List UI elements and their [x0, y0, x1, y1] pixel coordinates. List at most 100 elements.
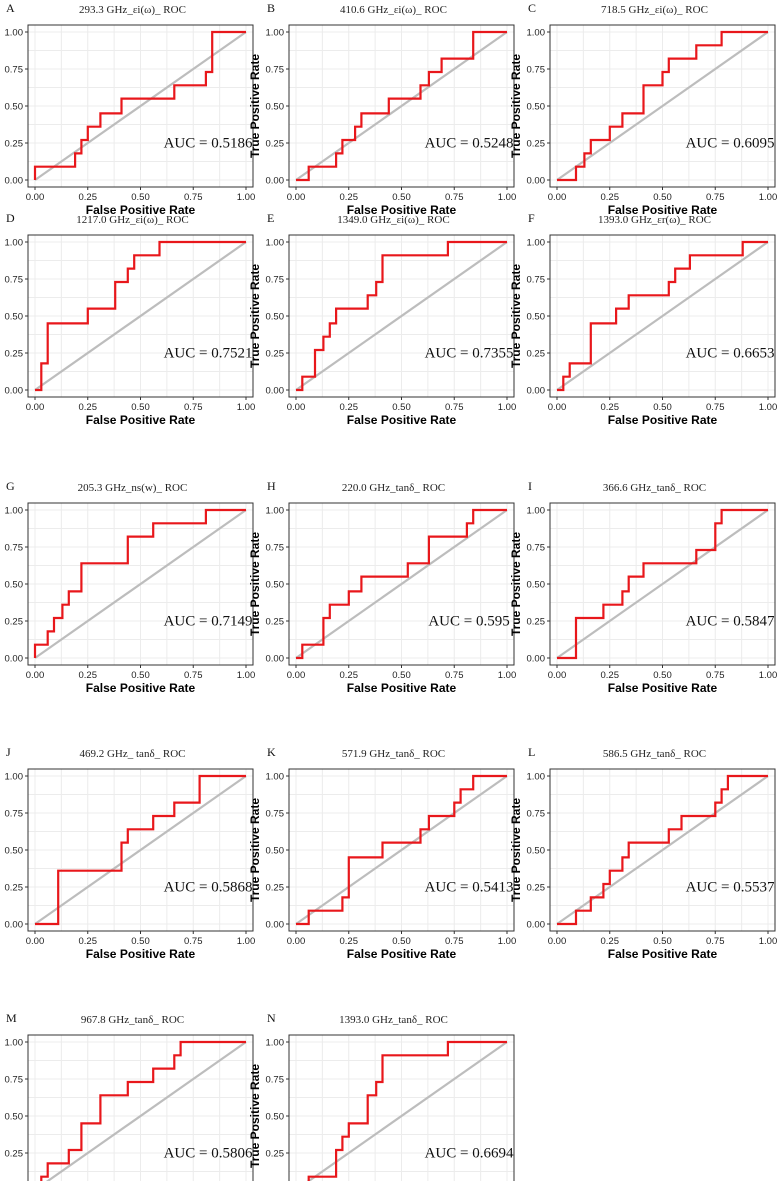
- x-tick-label: 0.50: [392, 402, 411, 413]
- y-tick-label: 0.75: [5, 65, 24, 76]
- x-tick-label: 0.50: [131, 192, 150, 203]
- x-tick-label: 1.00: [237, 670, 256, 681]
- roc-panel-d: D 1217.0 GHz_εi(ω)_ ROC 0.000.00 0.25 0.25 0.…: [0, 211, 255, 427]
- x-tick-label: 0.25: [601, 402, 620, 413]
- y-tick-label: 0.50: [266, 580, 285, 591]
- roc-panel-f: F 1393.0 GHz_εr(ω)_ ROC 0.000.00 0.25 0.25 0.…: [509, 211, 777, 427]
- x-axis-title: False Positive Rate: [86, 413, 196, 427]
- x-tick-label: 0.75: [184, 936, 203, 947]
- y-tick-label: 0.50: [5, 312, 24, 323]
- y-tick-label: 0.25: [266, 883, 285, 894]
- x-tick-label: 1.00: [498, 192, 517, 203]
- x-tick-label: 0.75: [706, 192, 725, 203]
- x-tick-label: 0.75: [445, 402, 464, 413]
- panel-title: 967.8 GHz_tanδ_ ROC: [81, 1014, 184, 1026]
- y-tick-label: 0.25: [266, 617, 285, 628]
- auc-label: AUC = 0.6653: [686, 345, 775, 361]
- y-tick-label: 0.00: [527, 176, 546, 187]
- y-tick-label: 1.00: [5, 772, 24, 783]
- x-tick-label: 0.25: [601, 670, 620, 681]
- x-tick-label: 0.25: [79, 936, 98, 947]
- y-tick-label: 0.25: [5, 139, 24, 150]
- roc-panel-j: J 469.2 GHz_ tanδ_ ROC 0.000.00 0.25 0.25 0.5…: [0, 745, 255, 961]
- x-axis-title: False Positive Rate: [347, 947, 457, 961]
- y-tick-label: 0.75: [5, 809, 24, 820]
- x-tick-label: 1.00: [237, 936, 256, 947]
- y-axis-title: True Positive Rate: [0, 54, 1, 158]
- y-tick-label: 0.75: [266, 543, 285, 554]
- panel-letter: J: [6, 745, 11, 759]
- panel-title: 205.3 GHz_ns(w)_ ROC: [78, 482, 188, 494]
- x-tick-label: 0.25: [601, 192, 620, 203]
- y-tick-label: 0.50: [5, 580, 24, 591]
- x-tick-label: 0.25: [340, 192, 359, 203]
- roc-panel-h: H 220.0 GHz_tanδ_ ROC 0.000.00 0.25 0.25 0.50…: [248, 479, 516, 695]
- diagonal-reference-line: [295, 31, 508, 181]
- y-tick-label: 1.00: [5, 238, 24, 249]
- diagonal-reference-line: [556, 509, 769, 659]
- x-tick-label: 0.25: [79, 670, 98, 681]
- x-tick-label: 1.00: [759, 402, 778, 413]
- x-tick-label: 0.50: [392, 936, 411, 947]
- y-axis-title: True Positive Rate: [0, 1064, 1, 1168]
- y-tick-label: 0.50: [266, 846, 285, 857]
- x-tick-label: 0.75: [445, 192, 464, 203]
- y-tick-label: 0.00: [266, 176, 285, 187]
- y-axis-title: True Positive Rate: [0, 264, 1, 368]
- y-tick-label: 1.00: [266, 28, 285, 39]
- roc-panel-l: L 586.5 GHz_tanδ_ ROC 0.000.00 0.25 0.25 0.50…: [509, 745, 777, 961]
- x-tick-label: 0.00: [548, 936, 567, 947]
- x-axis-title: False Positive Rate: [608, 681, 718, 695]
- y-axis-title: True Positive Rate: [248, 54, 262, 158]
- x-axis-title: False Positive Rate: [347, 681, 457, 695]
- auc-label: AUC = 0.6095: [686, 135, 775, 151]
- y-axis-title: True Positive Rate: [248, 1064, 262, 1168]
- roc-curve: [557, 240, 768, 392]
- x-axis-title: False Positive Rate: [347, 203, 457, 217]
- x-tick-label: 0.00: [26, 402, 45, 413]
- panel-letter: I: [528, 479, 532, 493]
- roc-panel-b: B 410.6 GHz_εi(ω)_ ROC 0.000.00 0.25 0.25 0.5…: [248, 1, 516, 217]
- y-tick-label: 0.00: [266, 386, 285, 397]
- y-tick-label: 1.00: [266, 238, 285, 249]
- diagonal-reference-line: [45, 1041, 247, 1181]
- x-axis-title: False Positive Rate: [347, 413, 457, 427]
- y-tick-label: 1.00: [266, 506, 285, 517]
- panel-title: 220.0 GHz_tanδ_ ROC: [342, 482, 445, 494]
- auc-label: AUC = 0.5248: [425, 135, 514, 151]
- diagonal-reference-line: [556, 241, 769, 391]
- panel-title: 718.5 GHz_εi(ω)_ ROC: [601, 4, 708, 16]
- diagonal-reference-line: [34, 241, 247, 391]
- roc-curve: [307, 1040, 507, 1181]
- panel-letter: F: [528, 211, 535, 225]
- y-tick-label: 0.25: [5, 883, 24, 894]
- diagonal-reference-line: [34, 31, 247, 181]
- x-axis-title: False Positive Rate: [608, 413, 718, 427]
- x-tick-label: 0.50: [131, 936, 150, 947]
- auc-label: AUC = 0.7355: [425, 345, 514, 361]
- y-tick-label: 0.00: [266, 654, 285, 665]
- y-tick-label: 0.50: [5, 102, 24, 113]
- roc-panel-e: E 1349.0 GHz_εi(ω)_ ROC 0.000.00 0.25 0.25 0.…: [248, 211, 516, 427]
- y-tick-label: 0.50: [266, 312, 285, 323]
- diagonal-reference-line: [34, 775, 247, 925]
- x-tick-label: 0.50: [131, 402, 150, 413]
- x-axis-title: False Positive Rate: [608, 203, 718, 217]
- x-tick-label: 1.00: [498, 936, 517, 947]
- y-tick-label: 0.25: [5, 1149, 24, 1160]
- y-tick-label: 0.75: [527, 65, 546, 76]
- auc-label: AUC = 0.7521: [164, 345, 253, 361]
- y-tick-label: 0.00: [5, 920, 24, 931]
- x-tick-label: 0.00: [287, 402, 306, 413]
- auc-label: AUC = 0.5186: [164, 135, 253, 151]
- y-tick-label: 0.25: [266, 349, 285, 360]
- y-tick-label: 0.25: [5, 617, 24, 628]
- y-tick-label: 0.75: [266, 809, 285, 820]
- panel-title: 1393.0 GHz_εr(ω)_ ROC: [598, 214, 711, 226]
- y-tick-label: 0.75: [266, 1075, 285, 1086]
- y-tick-label: 1.00: [5, 1038, 24, 1049]
- y-axis-title: True Positive Rate: [248, 798, 262, 902]
- roc-panel-a: A 293.3 GHz_εi(ω)_ ROC 0.000.00 0.25 0.25 0.5…: [0, 1, 255, 217]
